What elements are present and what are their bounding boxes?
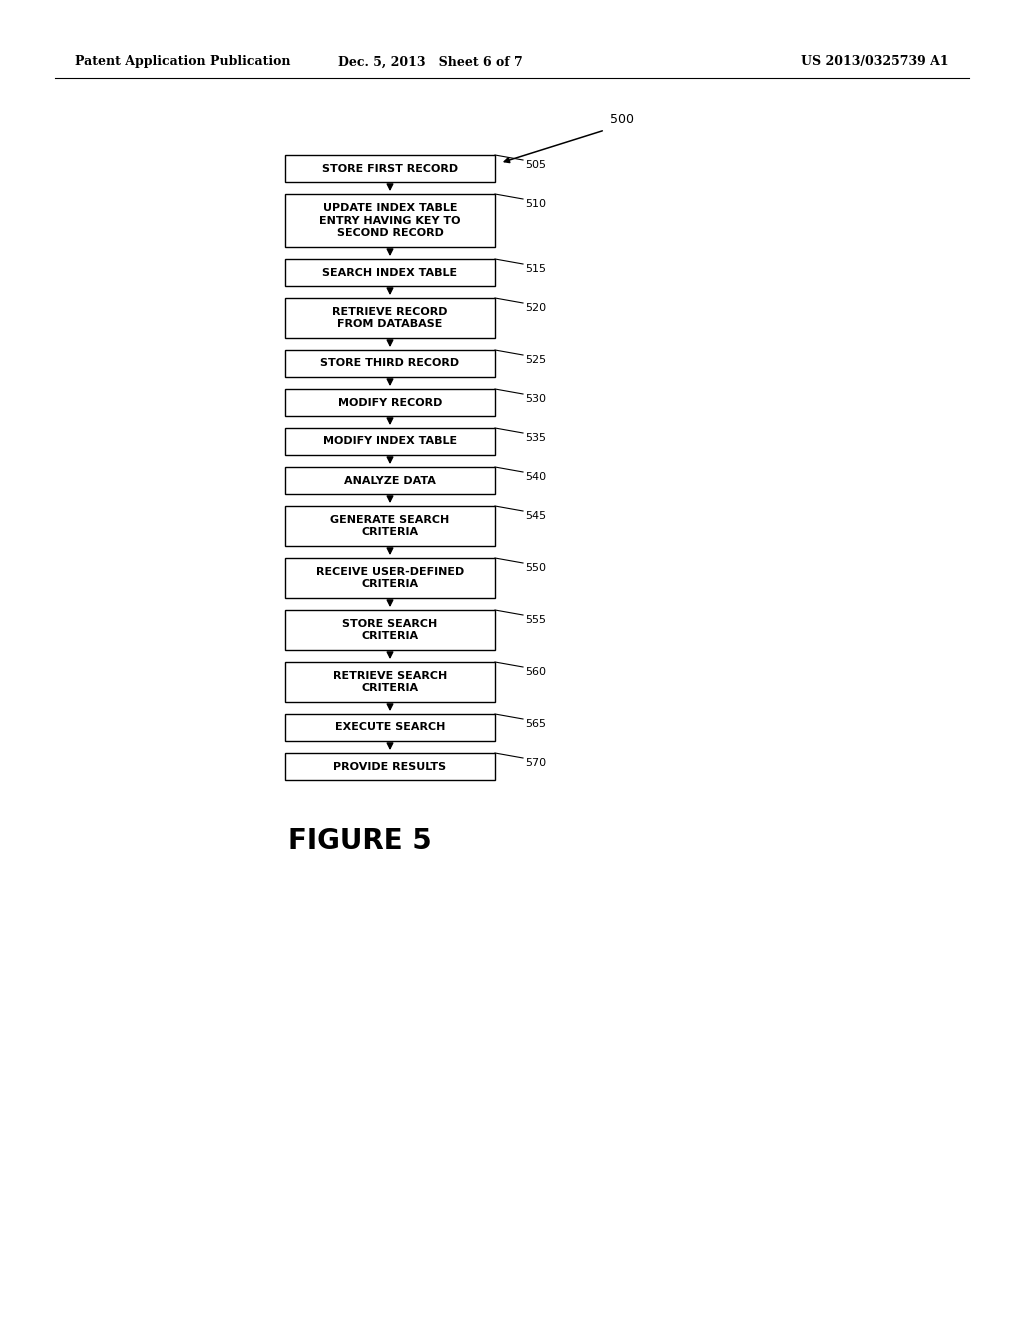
Text: RECEIVE USER-DEFINED
CRITERIA: RECEIVE USER-DEFINED CRITERIA: [315, 566, 464, 589]
Text: EXECUTE SEARCH: EXECUTE SEARCH: [335, 722, 445, 733]
Text: UPDATE INDEX TABLE
ENTRY HAVING KEY TO
SECOND RECORD: UPDATE INDEX TABLE ENTRY HAVING KEY TO S…: [319, 203, 461, 238]
Text: STORE FIRST RECORD: STORE FIRST RECORD: [322, 164, 458, 173]
Text: PROVIDE RESULTS: PROVIDE RESULTS: [334, 762, 446, 771]
Text: 545: 545: [525, 511, 546, 521]
Text: 510: 510: [525, 199, 546, 209]
Text: STORE THIRD RECORD: STORE THIRD RECORD: [321, 359, 460, 368]
Text: US 2013/0325739 A1: US 2013/0325739 A1: [802, 55, 949, 69]
Bar: [285, 154, 495, 182]
Bar: [285, 350, 495, 378]
Text: GENERATE SEARCH
CRITERIA: GENERATE SEARCH CRITERIA: [331, 515, 450, 537]
Bar: [285, 610, 495, 649]
Bar: [285, 389, 495, 416]
Text: 570: 570: [525, 758, 546, 768]
Text: 505: 505: [525, 160, 546, 170]
Bar: [285, 428, 495, 455]
Text: 515: 515: [525, 264, 546, 275]
Text: Patent Application Publication: Patent Application Publication: [75, 55, 291, 69]
Text: 560: 560: [525, 667, 546, 677]
Bar: [285, 259, 495, 286]
Text: RETRIEVE RECORD
FROM DATABASE: RETRIEVE RECORD FROM DATABASE: [332, 306, 447, 329]
Text: 555: 555: [525, 615, 546, 624]
Bar: [285, 467, 495, 494]
Text: 565: 565: [525, 719, 546, 729]
Text: MODIFY INDEX TABLE: MODIFY INDEX TABLE: [323, 437, 457, 446]
Text: 550: 550: [525, 564, 546, 573]
Text: 525: 525: [525, 355, 546, 366]
Bar: [285, 714, 495, 741]
Bar: [285, 752, 495, 780]
Text: ANALYZE DATA: ANALYZE DATA: [344, 475, 436, 486]
Bar: [285, 506, 495, 546]
Text: 535: 535: [525, 433, 546, 444]
Text: STORE SEARCH
CRITERIA: STORE SEARCH CRITERIA: [342, 619, 437, 642]
Text: Dec. 5, 2013   Sheet 6 of 7: Dec. 5, 2013 Sheet 6 of 7: [338, 55, 522, 69]
Text: 500: 500: [610, 114, 634, 125]
Text: 530: 530: [525, 393, 546, 404]
Bar: [285, 663, 495, 702]
Text: MODIFY RECORD: MODIFY RECORD: [338, 397, 442, 408]
Text: 520: 520: [525, 304, 546, 313]
Text: 540: 540: [525, 473, 546, 482]
Text: SEARCH INDEX TABLE: SEARCH INDEX TABLE: [323, 268, 458, 277]
Bar: [285, 298, 495, 338]
Bar: [285, 194, 495, 247]
Text: RETRIEVE SEARCH
CRITERIA: RETRIEVE SEARCH CRITERIA: [333, 671, 447, 693]
Bar: [285, 558, 495, 598]
Text: FIGURE 5: FIGURE 5: [288, 828, 432, 855]
